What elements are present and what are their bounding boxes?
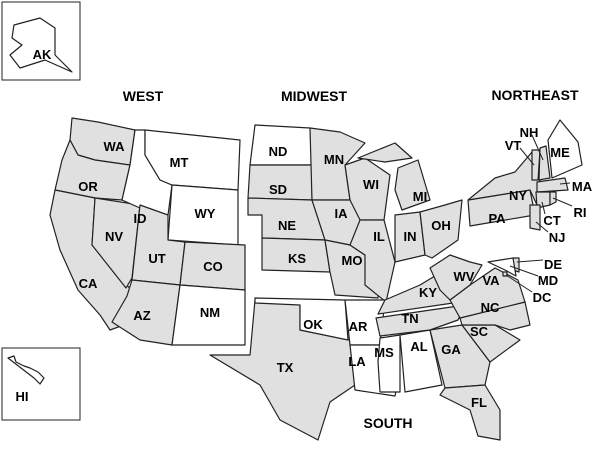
state-label-mi: MI — [413, 189, 427, 204]
state-label-la: LA — [348, 354, 366, 369]
state-ak[interactable] — [9, 17, 73, 73]
state-vt[interactable] — [531, 149, 541, 181]
state-label-ne: NE — [278, 218, 296, 233]
leader-line-dc — [505, 274, 533, 293]
leader-line-nh — [531, 134, 544, 161]
state-label-mt: MT — [170, 155, 189, 170]
state-label-co: CO — [203, 259, 223, 274]
state-label-me: ME — [550, 145, 570, 160]
state-label-nj: NJ — [549, 230, 566, 245]
state-me[interactable] — [547, 119, 583, 179]
state-nm[interactable] — [171, 284, 246, 346]
leader-line-md — [509, 265, 539, 277]
state-label-sc: SC — [470, 324, 489, 339]
leader-line-vt — [519, 147, 535, 166]
region-label-south: SOUTH — [364, 415, 413, 431]
state-label-tn: TN — [401, 311, 418, 326]
state-hi[interactable] — [7, 355, 45, 385]
state-label-wv: WV — [454, 269, 475, 284]
state-label-oh: OH — [431, 218, 451, 233]
region-label-midwest: MIDWEST — [281, 88, 348, 104]
state-label-il: IL — [373, 229, 385, 244]
leader-line-ma — [559, 182, 571, 185]
state-label-fl: FL — [471, 395, 487, 410]
state-label-id: ID — [134, 211, 147, 226]
state-label-mn: MN — [324, 152, 344, 167]
state-label-ma: MA — [572, 179, 593, 194]
state-label-ga: GA — [441, 342, 461, 357]
state-label-nd: ND — [269, 144, 288, 159]
state-ma[interactable] — [536, 177, 569, 193]
state-label-pa: PA — [488, 211, 506, 226]
state-label-al: AL — [410, 339, 427, 354]
state-label-ok: OK — [303, 317, 323, 332]
state-label-de: DE — [544, 257, 562, 272]
state-tn[interactable] — [375, 304, 466, 337]
state-mi[interactable] — [357, 142, 431, 211]
state-oh[interactable] — [419, 199, 463, 259]
state-label-nh: NH — [520, 125, 539, 140]
state-label-ky: KY — [419, 285, 437, 300]
state-il[interactable] — [349, 219, 396, 303]
state-label-wi: WI — [363, 177, 379, 192]
leader-line-ct — [541, 201, 546, 215]
state-label-va: VA — [482, 273, 500, 288]
state-label-ms: MS — [374, 345, 394, 360]
state-label-ca: CA — [79, 276, 98, 291]
state-wv[interactable] — [429, 254, 483, 301]
leader-line-nj — [535, 221, 549, 233]
state-label-wy: WY — [195, 206, 216, 221]
state-label-nc: NC — [481, 300, 500, 315]
state-md[interactable] — [487, 257, 517, 277]
state-label-nv: NV — [105, 229, 123, 244]
state-label-md: MD — [538, 273, 558, 288]
state-nh[interactable] — [538, 145, 551, 181]
state-label-sd: SD — [269, 182, 287, 197]
state-label-dc: DC — [533, 290, 552, 305]
state-label-ar: AR — [349, 319, 368, 334]
state-label-wa: WA — [104, 139, 126, 154]
region-label-northeast: NORTHEAST — [491, 87, 579, 103]
state-label-mo: MO — [342, 253, 363, 268]
region-label-west: WEST — [123, 88, 164, 104]
state-label-ct: CT — [543, 213, 560, 228]
state-label-ks: KS — [288, 251, 306, 266]
leader-line-de — [516, 259, 544, 263]
state-label-in: IN — [404, 229, 417, 244]
leader-line-ri — [552, 197, 573, 207]
state-label-or: OR — [78, 179, 98, 194]
state-label-az: AZ — [133, 308, 150, 323]
state-ga[interactable] — [429, 324, 491, 389]
state-label-nm: NM — [200, 305, 220, 320]
state-ms[interactable] — [377, 334, 401, 393]
state-label-vt: VT — [505, 138, 522, 153]
state-label-ny: NY — [509, 188, 527, 203]
state-label-hi: HI — [16, 389, 29, 404]
state-label-ia: IA — [335, 206, 349, 221]
state-label-ut: UT — [148, 251, 165, 266]
state-label-ak: AK — [33, 47, 52, 62]
state-nj[interactable] — [529, 204, 541, 231]
state-label-ri: RI — [574, 205, 587, 220]
state-label-tx: TX — [277, 360, 294, 375]
state-fl[interactable] — [439, 384, 501, 441]
